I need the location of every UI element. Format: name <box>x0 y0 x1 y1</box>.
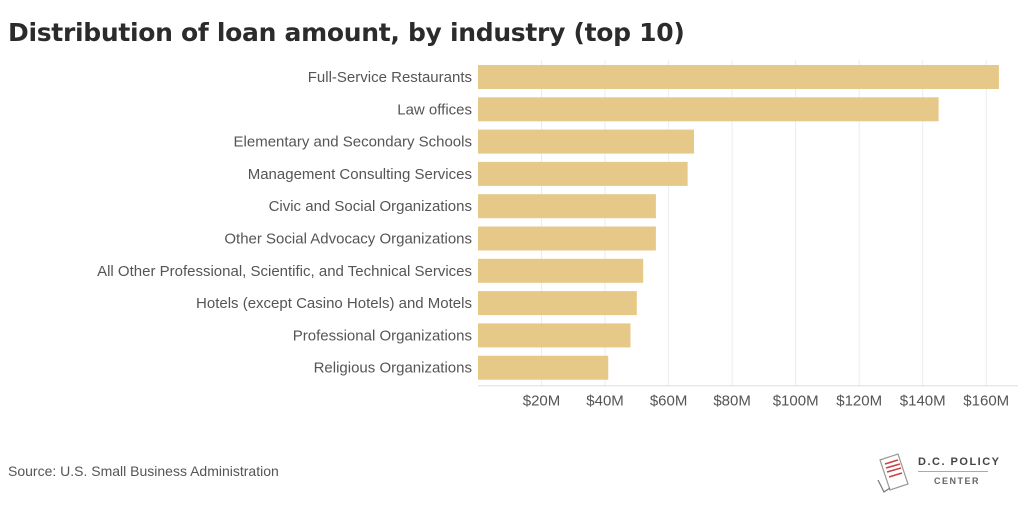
document-logo-icon <box>877 453 909 493</box>
bar <box>478 355 609 380</box>
x-tick-label: $20M <box>523 393 561 410</box>
bar <box>478 291 637 316</box>
bar <box>478 97 939 122</box>
category-label: Management Consulting Services <box>248 166 472 183</box>
bar <box>478 194 656 219</box>
bar <box>478 258 644 283</box>
chart-title: Distribution of loan amount, by industry… <box>8 18 685 47</box>
x-tick-label: $140M <box>900 393 946 410</box>
dc-policy-center-logo: D.C. POLICY CENTER <box>874 450 999 496</box>
bar <box>478 65 999 89</box>
category-label: All Other Professional, Scientific, and … <box>97 263 472 280</box>
category-label: Elementary and Secondary Schools <box>234 134 472 151</box>
x-tick-label: $120M <box>836 393 882 410</box>
logo-text-line2: CENTER <box>934 476 981 486</box>
category-label: Civic and Social Organizations <box>269 198 472 215</box>
bar <box>478 323 631 348</box>
logo-divider <box>918 471 988 472</box>
bar <box>478 161 688 186</box>
bar <box>478 129 694 154</box>
category-label: Religious Organizations <box>314 360 472 377</box>
category-label: Professional Organizations <box>293 327 472 344</box>
bar <box>478 226 656 251</box>
logo-text-line1: D.C. POLICY <box>918 456 1001 468</box>
x-tick-label: $40M <box>586 393 624 410</box>
category-label: Hotels (except Casino Hotels) and Motels <box>196 295 472 312</box>
source-note: Source: U.S. Small Business Administrati… <box>8 463 279 479</box>
x-tick-label: $80M <box>713 393 751 410</box>
category-label: Other Social Advocacy Organizations <box>224 231 472 248</box>
bar-chart: Full-Service Restaurants Law offices Eleme… <box>97 60 1018 410</box>
category-label: Full-Service Restaurants <box>308 69 472 86</box>
category-label: Law offices <box>397 101 472 118</box>
x-tick-label: $60M <box>650 393 688 410</box>
x-tick-label: $100M <box>773 393 819 410</box>
x-tick-label: $160M <box>963 393 1009 410</box>
